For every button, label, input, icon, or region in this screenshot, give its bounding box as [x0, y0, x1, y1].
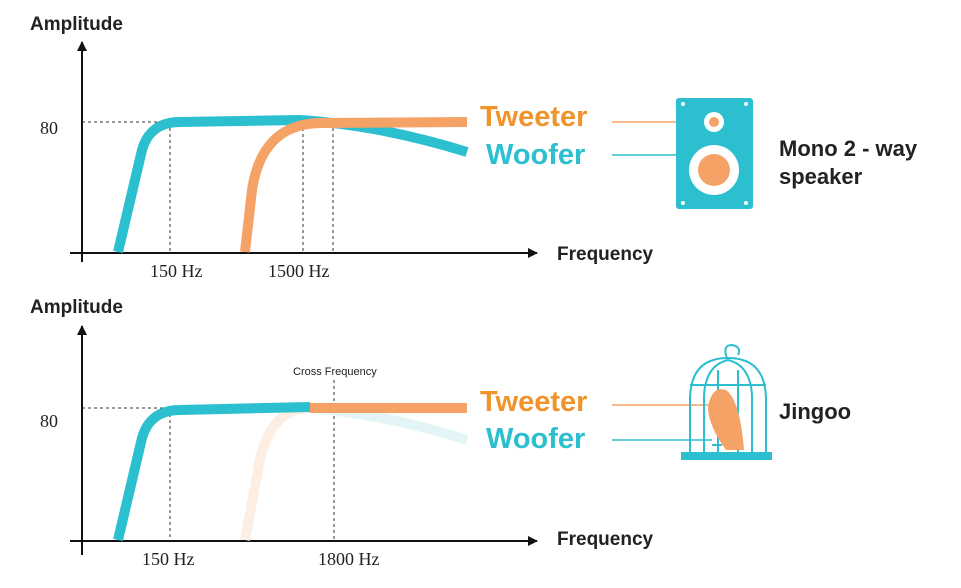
panel-jingoo: Amplitude 80 Cross Frequency 150 Hz 1800… [30, 297, 851, 569]
y-axis-label: Amplitude [30, 14, 123, 35]
tweeter-curve [240, 117, 468, 253]
birdcage-icon [681, 343, 772, 460]
x-tick-label: 1800 Hz [318, 549, 380, 569]
y-axis-label: Amplitude [30, 297, 123, 318]
speaker-icon [676, 98, 753, 209]
woofer-curve [113, 402, 311, 542]
tweeter-faded [240, 403, 311, 541]
legend-woofer: Woofer [486, 423, 585, 455]
x-axis-label: Frequency [557, 244, 654, 265]
legend-tweeter: Tweeter [480, 101, 587, 133]
legend-woofer: Woofer [486, 139, 585, 171]
legend-tweeter: Tweeter [480, 386, 587, 418]
x-tick-label: 1500 Hz [268, 261, 330, 281]
x-axis-label: Frequency [557, 529, 654, 550]
x-tick-label: 150 Hz [150, 261, 203, 281]
annotation: Cross Frequency [293, 366, 377, 378]
panel-speaker: Amplitude 80 150 Hz 1500 Hz Frequency Tw… [30, 14, 918, 281]
device-label: Jingoo [779, 399, 851, 424]
device-label: Mono 2 - way [779, 136, 918, 161]
x-tick-label: 150 Hz [142, 549, 195, 569]
device-label: speaker [779, 164, 863, 189]
y-tick-label: 80 [40, 411, 58, 431]
y-tick-label: 80 [40, 118, 58, 138]
